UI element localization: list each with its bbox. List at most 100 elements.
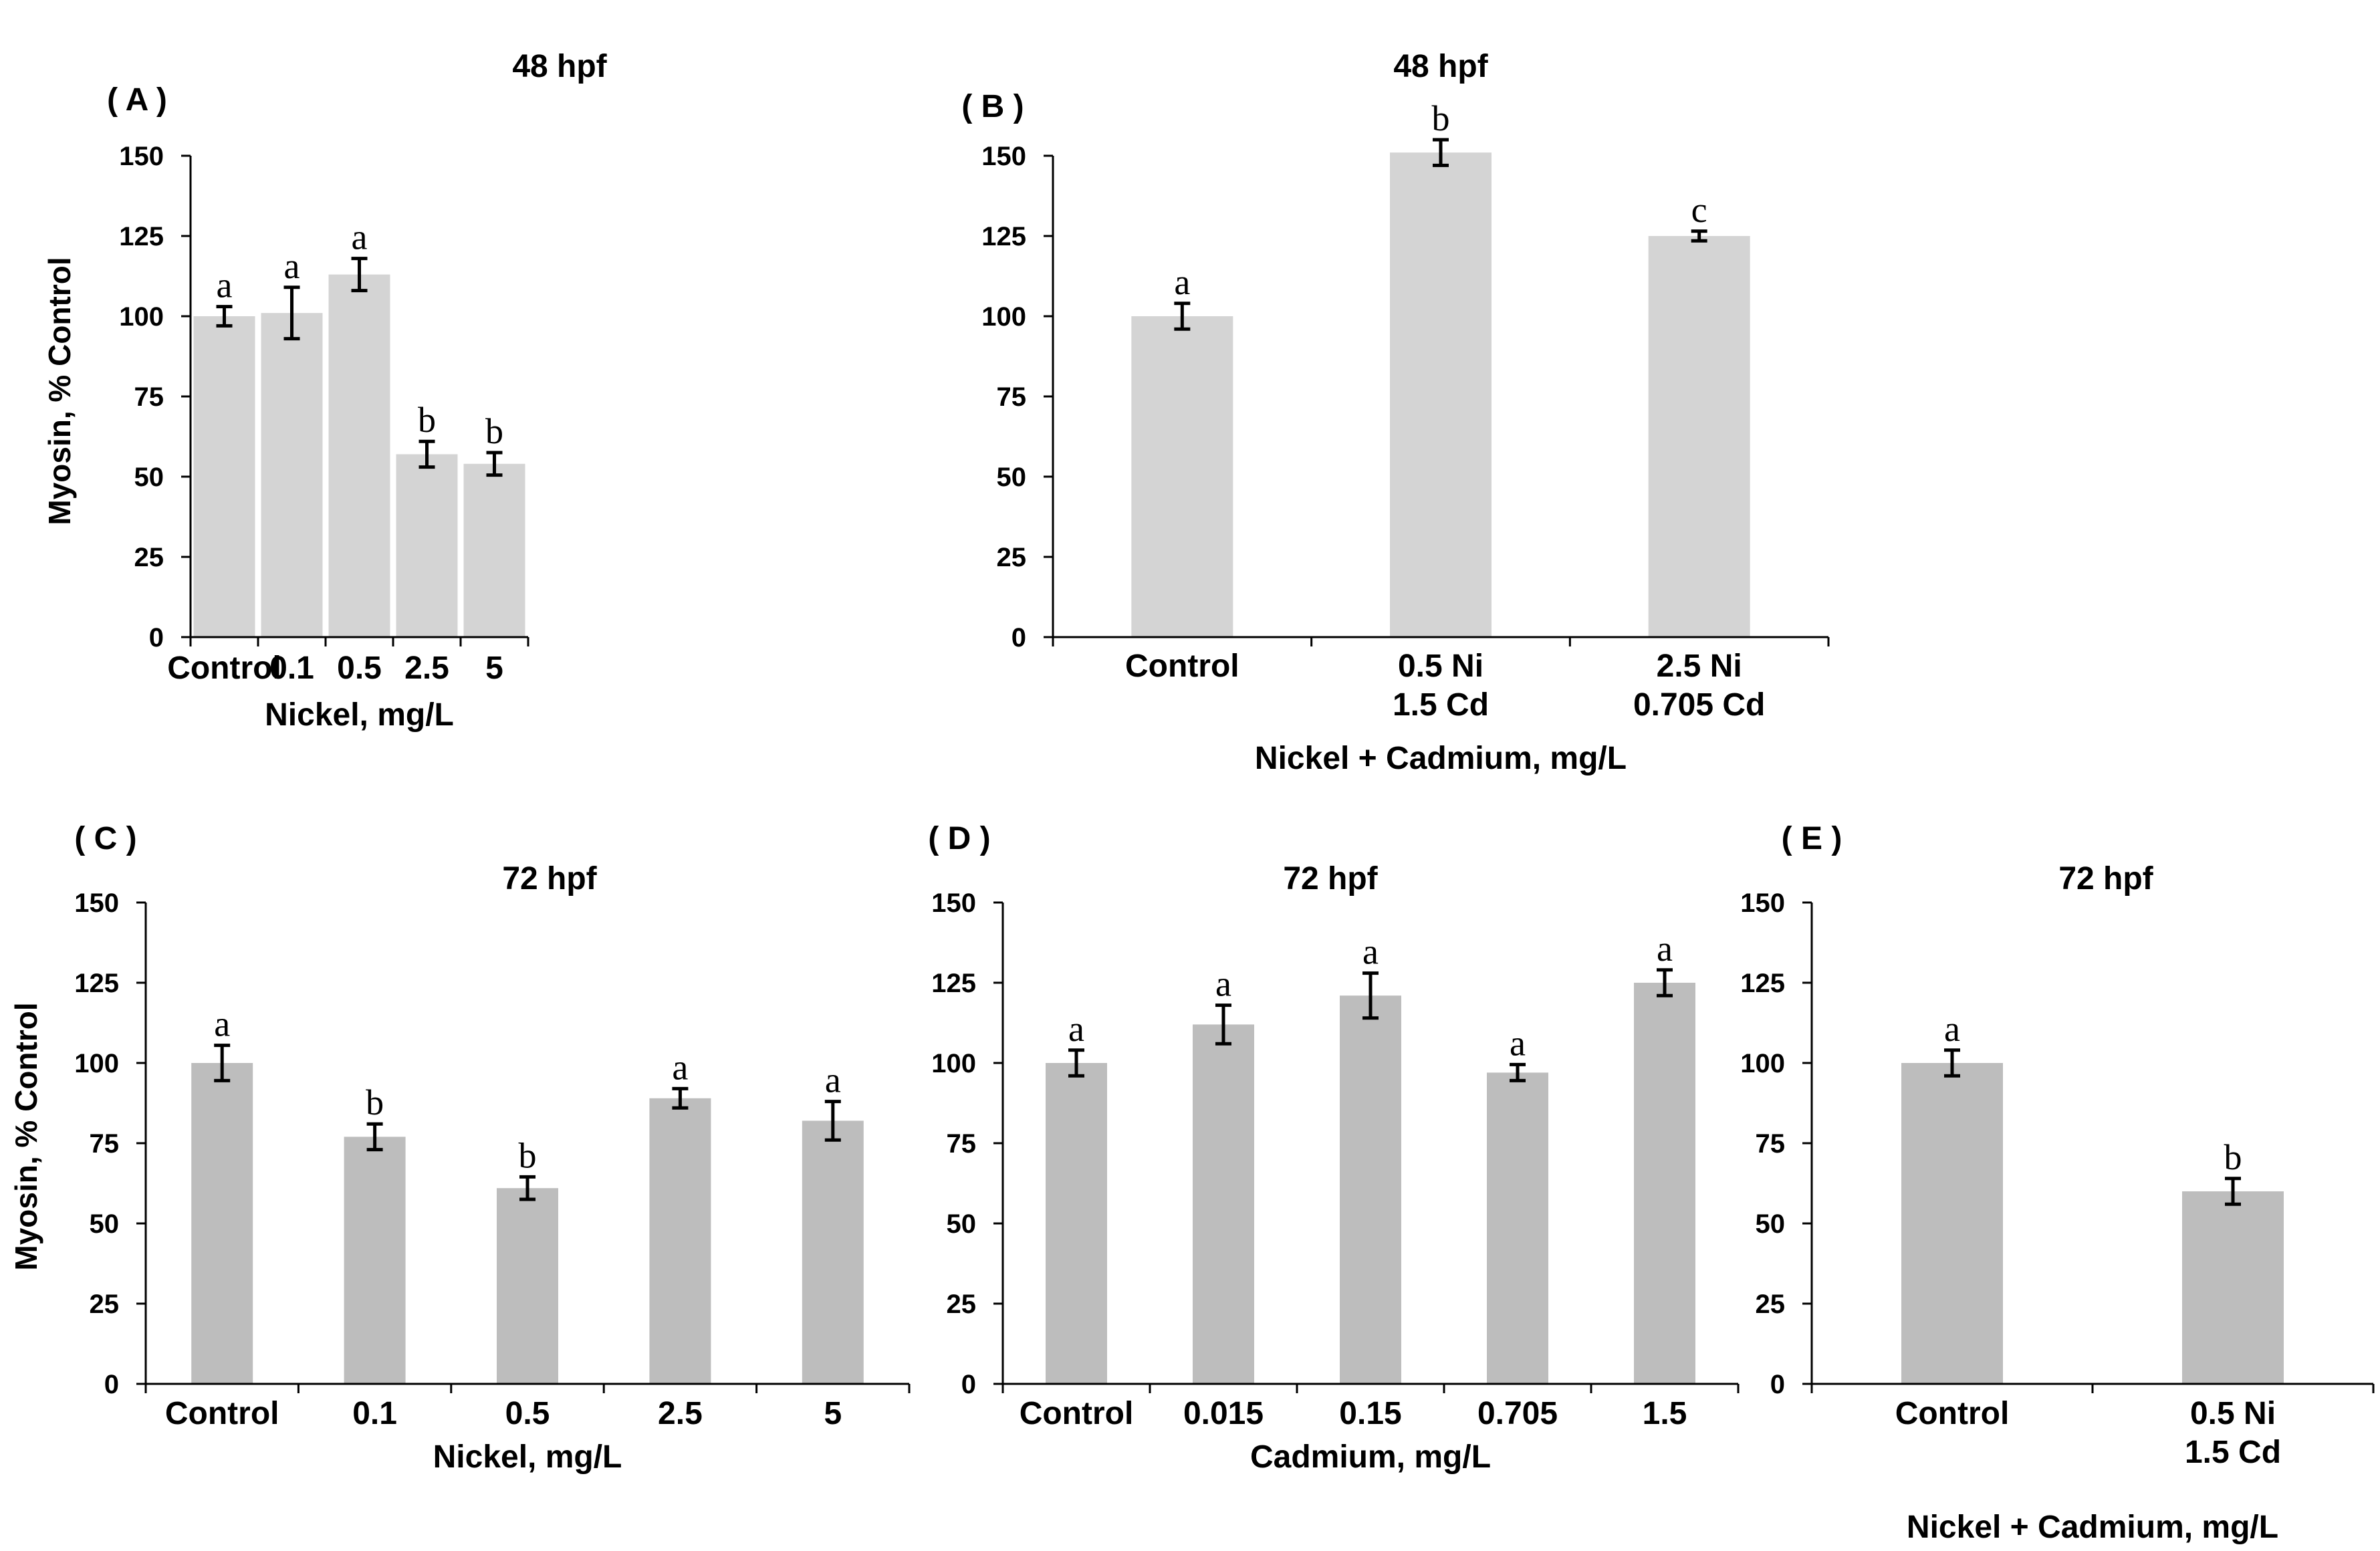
category-label: 0.15 — [1339, 1396, 1401, 1431]
bar-2 — [1193, 1024, 1254, 1384]
y-tick-label: 0 — [1012, 623, 1026, 652]
category-label: Control — [1020, 1396, 1134, 1431]
category-label: 2.5 — [404, 650, 449, 686]
category-label: 1.5 Cd — [2185, 1435, 2281, 1470]
significance-letter: a — [1215, 964, 1231, 1004]
category-label: 0.5 Ni — [2190, 1396, 2276, 1431]
category-label: 0.1 — [352, 1396, 397, 1431]
significance-letter: a — [352, 217, 368, 257]
category-label: 0.705 Cd — [1633, 687, 1765, 723]
y-tick-label: 100 — [74, 1049, 119, 1078]
y-tick-label: 75 — [1756, 1129, 1786, 1159]
y-tick-label: 125 — [1740, 969, 1785, 998]
y-tick-label: 100 — [931, 1049, 976, 1078]
bar-2 — [344, 1137, 406, 1384]
bar-1 — [1046, 1063, 1107, 1384]
y-tick-label: 150 — [1740, 888, 1785, 918]
category-label: 0.015 — [1183, 1396, 1264, 1431]
bar-4 — [649, 1098, 711, 1384]
y-tick-label: 25 — [997, 543, 1027, 572]
y-tick-label: 125 — [119, 222, 164, 251]
y-tick-label: 75 — [947, 1129, 977, 1159]
category-label: Control — [165, 1396, 279, 1431]
significance-letter: a — [1068, 1009, 1084, 1049]
category-label: 2.5 — [658, 1396, 703, 1431]
significance-letter: b — [1432, 98, 1450, 138]
category-label: 0.1 — [269, 650, 314, 686]
y-tick-label: 100 — [1740, 1049, 1785, 1078]
x-axis-label: Nickel + Cadmium, mg/L — [1255, 741, 1627, 776]
significance-letter: a — [1362, 932, 1379, 972]
significance-letter: b — [418, 400, 436, 440]
category-label: 1.5 — [1643, 1396, 1687, 1431]
panel-label: ( B ) — [961, 89, 1024, 124]
category-label: 0.5 Ni — [1398, 648, 1483, 684]
category-label: 1.5 Cd — [1393, 687, 1489, 723]
category-label: Control — [167, 650, 281, 686]
x-axis-label: Nickel, mg/L — [433, 1439, 622, 1475]
bar-5 — [802, 1120, 864, 1384]
y-tick-label: 0 — [1770, 1370, 1785, 1399]
y-tick-label: 100 — [119, 302, 164, 332]
significance-letter: a — [214, 1004, 230, 1044]
y-axis-label: Myosin, % Control — [42, 257, 77, 525]
significance-letter: a — [1657, 929, 1673, 969]
significance-letter: b — [519, 1135, 537, 1175]
y-tick-label: 25 — [947, 1290, 977, 1319]
bar-2 — [1390, 152, 1492, 637]
bar-3 — [1648, 236, 1750, 637]
panel-e: ( E ) 72 hpf a Control b 0.5 Ni 1.5 Cd 0 25 50 75 1… — [1740, 821, 2375, 1545]
bar-3 — [328, 274, 390, 638]
y-tick-label: 25 — [1756, 1290, 1786, 1319]
panel-a: ( A ) 48 hpf Myosin, % Control a Control a 0.1… — [42, 49, 608, 733]
significance-letter: a — [1944, 1009, 1960, 1049]
y-tick-label: 150 — [981, 142, 1026, 171]
y-tick-label: 50 — [997, 463, 1027, 492]
y-tick-label: 50 — [1756, 1209, 1786, 1239]
y-tick-label: 75 — [90, 1129, 120, 1159]
panel-label: ( A ) — [107, 82, 167, 118]
y-axis-label: Myosin, % Control — [9, 1002, 43, 1270]
y-tick-label: 100 — [981, 302, 1026, 332]
significance-letter: a — [825, 1060, 841, 1100]
y-tick-label: 125 — [981, 222, 1026, 251]
y-tick-label: 75 — [134, 382, 164, 412]
significance-letter: c — [1691, 190, 1707, 230]
significance-letter: a — [1174, 262, 1190, 302]
category-label: 5 — [485, 650, 503, 686]
category-label: 5 — [824, 1396, 842, 1431]
panel-d: ( D ) 72 hpf a Control a 0.015 a 0.15 a 0.705 a 1.5… — [928, 821, 1740, 1475]
panel-label: ( D ) — [928, 821, 990, 856]
bar-4 — [396, 454, 458, 637]
y-tick-label: 50 — [90, 1209, 120, 1239]
bar-3 — [1340, 995, 1401, 1384]
category-label: Control — [1895, 1396, 2010, 1431]
bar-2 — [261, 313, 323, 637]
bar-3 — [497, 1188, 558, 1384]
y-tick-label: 75 — [997, 382, 1027, 412]
bar-1 — [1901, 1063, 2003, 1384]
x-axis-label: Nickel + Cadmium, mg/L — [1907, 1510, 2278, 1545]
chart-title: 72 hpf — [1283, 861, 1378, 897]
significance-letter: a — [284, 246, 300, 286]
y-tick-label: 125 — [931, 969, 976, 998]
panel-label: ( E ) — [1782, 821, 1842, 856]
significance-letter: b — [2224, 1137, 2242, 1177]
chart-title: 72 hpf — [2058, 861, 2153, 897]
panel-c: ( C ) 72 hpf Myosin, % Control a Control b 0.1… — [9, 821, 911, 1475]
category-label: Control — [1125, 648, 1239, 684]
significance-letter: b — [485, 411, 503, 451]
bar-2 — [2182, 1191, 2284, 1384]
y-tick-label: 150 — [119, 142, 164, 171]
y-tick-label: 0 — [961, 1370, 976, 1399]
y-tick-label: 25 — [134, 543, 164, 572]
y-tick-label: 25 — [90, 1290, 120, 1319]
chart-title: 48 hpf — [1393, 49, 1488, 84]
bar-1 — [191, 1063, 253, 1384]
y-tick-label: 150 — [931, 888, 976, 918]
chart-title: 72 hpf — [502, 861, 597, 897]
y-tick-label: 150 — [74, 888, 119, 918]
y-tick-label: 0 — [104, 1370, 119, 1399]
